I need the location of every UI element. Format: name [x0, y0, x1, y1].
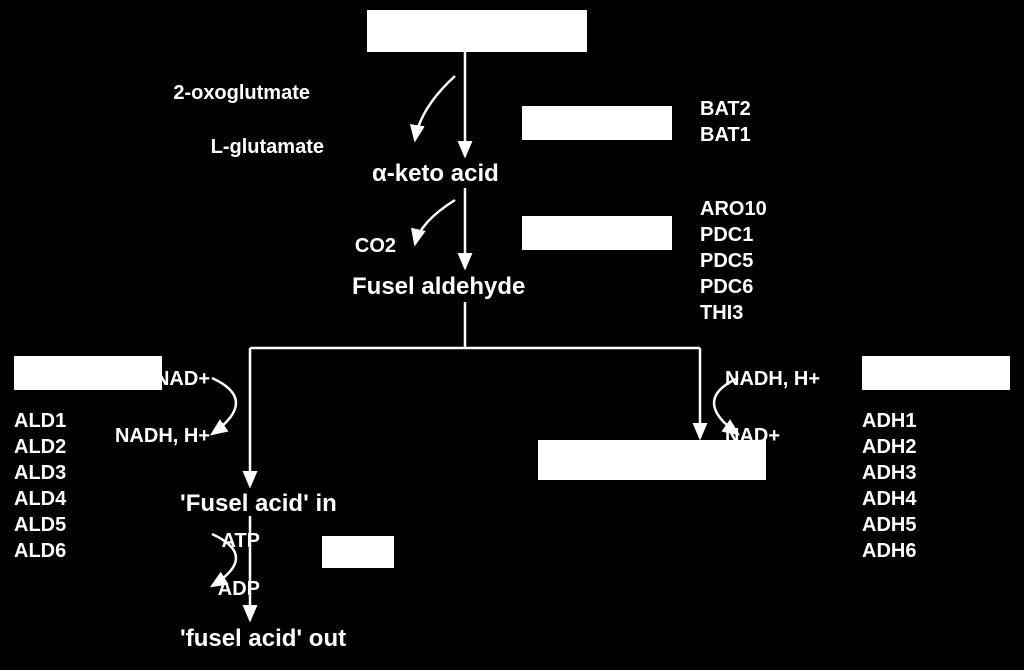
box-enzyme-2	[522, 216, 672, 250]
gene-label: THI3	[700, 300, 767, 326]
label-adp: ADP	[218, 578, 260, 601]
diagram-stage: α-keto acid Fusel aldehyde 'Fusel acid' …	[0, 0, 1024, 670]
box-transport	[322, 536, 394, 568]
box-enzyme-1	[522, 106, 672, 140]
label-l-glutamate: L-glutamate	[211, 136, 324, 159]
label-nad-right: NAD+	[725, 425, 780, 448]
gene-label: ADH1	[862, 408, 916, 434]
gene-label: ADH4	[862, 486, 916, 512]
box-start	[367, 10, 587, 52]
label-atp: ATP	[221, 530, 260, 553]
arrows-layer	[0, 0, 1024, 670]
gene-list-pdc: ARO10PDC1PDC5PDC6THI3	[700, 196, 767, 326]
gene-label: ARO10	[700, 196, 767, 222]
gene-list-bat: BAT2BAT1	[700, 96, 751, 148]
gene-list-ald: ALD1ALD2ALD3ALD4ALD5ALD6	[14, 408, 66, 564]
gene-label: BAT1	[700, 122, 751, 148]
label-2-oxoglutamate: 2-oxoglutmate	[173, 82, 310, 105]
gene-label: PDC1	[700, 222, 767, 248]
gene-list-adh: ADH1ADH2ADH3ADH4ADH5ADH6	[862, 408, 916, 564]
gene-label: ADH6	[862, 538, 916, 564]
node-keto-acid: α-keto acid	[372, 160, 499, 188]
label-nadh-right: NADH, H+	[725, 368, 820, 391]
box-oxidation-enzyme	[14, 356, 162, 390]
gene-label: ALD5	[14, 512, 66, 538]
gene-label: ADH2	[862, 434, 916, 460]
gene-label: BAT2	[700, 96, 751, 122]
gene-label: PDC6	[700, 274, 767, 300]
gene-label: ALD3	[14, 460, 66, 486]
gene-label: ALD6	[14, 538, 66, 564]
node-fusel-acid-out: 'fusel acid' out	[180, 625, 346, 653]
gene-label: ALD4	[14, 486, 66, 512]
box-reduction-enzyme	[862, 356, 1010, 390]
gene-label: ADH5	[862, 512, 916, 538]
node-fusel-acid-in: 'Fusel acid' in	[180, 490, 337, 518]
gene-label: ALD1	[14, 408, 66, 434]
label-co2: CO2	[355, 235, 396, 258]
gene-label: ALD2	[14, 434, 66, 460]
label-nadh-left: NADH, H+	[115, 425, 210, 448]
label-nad-left: NAD+	[155, 368, 210, 391]
node-fusel-aldehyde: Fusel aldehyde	[352, 273, 525, 301]
gene-label: ADH3	[862, 460, 916, 486]
gene-label: PDC5	[700, 248, 767, 274]
